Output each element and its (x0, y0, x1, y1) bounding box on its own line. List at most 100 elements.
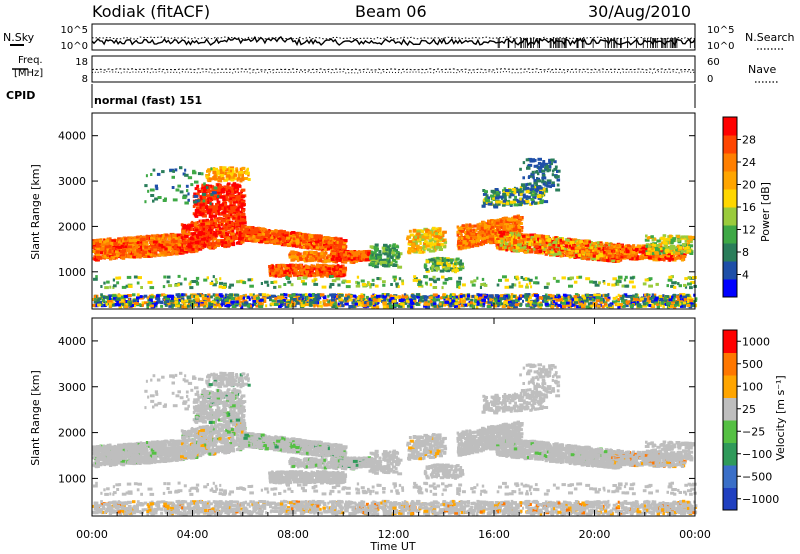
power-cell (229, 239, 234, 243)
power-cell (199, 235, 202, 239)
power-cell (95, 244, 100, 248)
power-cell (277, 264, 281, 268)
power-cell (291, 264, 295, 268)
power-cell (209, 231, 213, 235)
power-cell (222, 206, 226, 210)
power-cell (196, 206, 201, 210)
power-cell (251, 231, 257, 234)
power-cell (232, 187, 235, 191)
power-cell (213, 219, 217, 223)
power-cell (231, 229, 235, 233)
power-cell (435, 232, 438, 236)
power-cell (238, 184, 242, 188)
power-cell (235, 212, 241, 216)
power-cell (230, 206, 235, 210)
power-cell (299, 268, 304, 272)
power-cell (205, 226, 209, 230)
power-cell (172, 234, 177, 237)
power-cell (92, 246, 95, 250)
power-cell (184, 235, 189, 238)
noise-panel: N.Sky 10^5 10^0 10^5 10^0 N.Search (3, 23, 795, 52)
power-cell (202, 244, 206, 248)
power-cell (153, 237, 157, 241)
power-cell (226, 172, 232, 176)
power-cell (416, 232, 421, 236)
power-cell (306, 250, 309, 254)
power-cell (512, 228, 518, 232)
power-cell (450, 259, 454, 262)
noise-panel-frame (91, 23, 696, 51)
power-cell (203, 198, 207, 202)
power-cell (360, 250, 364, 254)
power-cell (210, 214, 215, 218)
power-cell (223, 178, 228, 182)
power-cell (237, 214, 241, 218)
power-cell (240, 200, 245, 204)
power-cell (213, 237, 218, 241)
power-cell (236, 177, 242, 181)
power-cell (240, 218, 245, 222)
power-cell (147, 254, 150, 258)
power-cell (130, 236, 133, 240)
power-cell (244, 227, 249, 231)
power-cell (180, 234, 183, 238)
power-cell (185, 241, 189, 244)
power-cell (114, 250, 119, 254)
power-cell (322, 237, 327, 241)
power-cell (158, 245, 162, 249)
power-cell (206, 211, 209, 215)
power-cell (211, 243, 216, 247)
power-cell (425, 268, 429, 271)
power-cell (196, 203, 200, 207)
power-cell (288, 255, 294, 259)
power-cell (172, 238, 175, 242)
power-cell (199, 195, 204, 199)
power-cell (476, 227, 481, 231)
power-cell (436, 261, 441, 265)
power-cell (144, 249, 148, 253)
power-cell (388, 248, 392, 252)
power-cell (391, 244, 396, 248)
power-cell (324, 239, 329, 243)
power-cell (232, 235, 238, 239)
power-cell (194, 202, 198, 206)
power-cell (255, 238, 260, 242)
noise-sky-label: N.Sky (3, 31, 35, 44)
power-cell (223, 234, 227, 238)
power-cell (286, 244, 292, 247)
power-cell (104, 245, 109, 249)
power-cell (458, 262, 463, 266)
power-cell (386, 245, 390, 249)
power-cell (486, 224, 491, 228)
power-cell (468, 223, 472, 227)
power-cell (132, 250, 136, 254)
power-cell (284, 266, 288, 270)
power-cell (144, 245, 149, 249)
power-cell (195, 209, 199, 213)
power-cell (295, 243, 300, 247)
power-cell (226, 227, 231, 231)
power-cell (295, 255, 299, 259)
power-cell (236, 241, 240, 245)
power-cell (235, 233, 240, 237)
power-cell (223, 209, 227, 213)
power-cell (200, 209, 204, 213)
power-cell (236, 206, 240, 210)
power-cell (269, 231, 272, 235)
power-cell (223, 228, 228, 232)
power-cell (217, 209, 220, 213)
power-cell (181, 236, 185, 240)
power-cell (164, 247, 168, 251)
power-cell (265, 230, 270, 234)
power-cell (237, 173, 243, 177)
power-cell (325, 237, 328, 241)
power-cell (96, 249, 100, 253)
power-cell (328, 244, 332, 248)
beam-title: Beam 06 (355, 2, 427, 21)
power-cell (167, 248, 172, 252)
power-cell (341, 270, 347, 274)
power-cell (256, 235, 260, 239)
power-cell (235, 217, 239, 221)
power-cell (93, 257, 98, 261)
power-cell (432, 226, 436, 230)
